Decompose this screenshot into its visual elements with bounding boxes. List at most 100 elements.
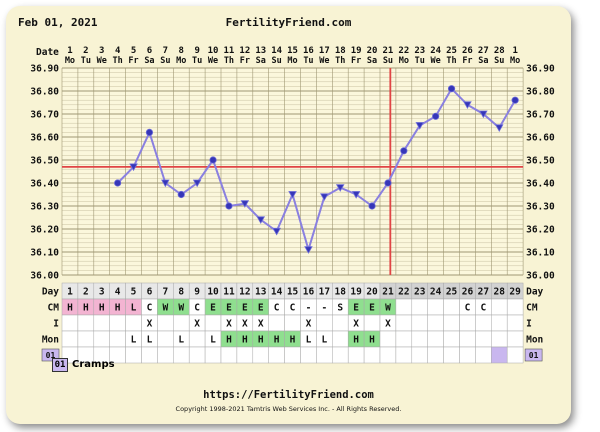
day-cell-text: 2 [83,287,89,298]
date-label: 18 [335,46,346,56]
notes-cell [284,346,301,364]
y-tick-label-right: 36.90 [526,64,555,75]
date-label: 6 [147,46,152,56]
weekday-label: Fr [462,56,472,66]
footer-url: https://FertilityFriend.com [203,389,374,401]
notes-cell [411,346,428,364]
cm-cell-text: C [194,303,200,314]
cm-cell-text: E [242,303,248,314]
mon-cell [157,330,174,348]
mon-cell-text: L [147,335,153,346]
y-tick-label-right: 36.10 [526,248,555,259]
weekday-label: Sa [367,56,377,66]
i-cell-text: X [147,319,153,330]
temperature-point [463,101,472,110]
temperature-point [129,163,138,172]
i-cell [459,314,476,332]
notes-cell [236,346,254,364]
cm-cell-text: W [178,303,184,314]
notes-cell [427,346,444,364]
i-cell-text: X [194,319,200,330]
y-tick-label-right: 36.60 [526,133,555,144]
temperature-point [400,147,408,155]
day-cell-text: 11 [223,287,235,298]
day-cell-text: 25 [446,287,458,298]
mon-cell [506,330,524,348]
weekday-label: Tu [81,56,91,66]
temperature-point [209,156,217,164]
date-row-label: Date [36,47,59,58]
cm-cell-text: C [290,303,296,314]
weekday-label: Mo [65,56,75,66]
mon-cell [188,330,206,348]
cm-cell-text: - [321,303,327,314]
day-cell-text: 27 [478,287,489,298]
day-cell-text: 29 [509,287,521,298]
i-cell-text: X [385,319,391,330]
day-cell-text: 12 [239,287,250,298]
weekday-label: Th [446,56,456,66]
notes-cell [395,346,413,364]
temperature-point [192,179,202,188]
cm-cell-text: C [274,303,280,314]
cm-cell-text: E [369,303,375,314]
day-cell-text: 3 [99,287,105,298]
i-cell-text: X [242,319,248,330]
cm-cell-text: E [258,303,264,314]
notes-cell [347,346,365,364]
weekday-label: Sa [144,56,154,66]
cm-cell [395,298,413,316]
mon-cell-text: H [290,335,296,346]
bbt-chart: 36.00 36.00 36.10 36.10 36.20 36.20 36.30 36.30… [30,46,555,364]
i-cell-text: X [226,319,232,330]
temperature-point [384,179,392,187]
notes-cell [363,346,381,364]
y-tick-label-left: 36.40 [30,179,59,190]
notes-row-label: 01 [46,351,56,360]
date-label: 7 [163,46,168,56]
y-tick-label-left: 36.20 [30,225,59,236]
cm-cell [506,298,524,316]
weekday-label: Fr [351,56,361,66]
weekday-label: Fr [128,56,138,66]
date-label: 14 [271,46,282,56]
i-cell [157,314,174,332]
mon-cell-text: L [178,335,184,346]
cm-cell-text: L [131,303,137,314]
plot-area [62,68,524,275]
notes-cell [332,346,349,364]
date-label: 26 [462,46,473,56]
weekday-label: Tu [303,56,313,66]
cm-row-label-right: CM [526,303,538,314]
i-cell [475,314,492,332]
mon-cell [411,330,428,348]
cm-cell-text: H [83,303,89,314]
notes-row-label-right: 01 [529,351,539,360]
date-label: 9 [194,46,199,56]
i-cell [395,314,413,332]
weekday-label: Mo [176,56,186,66]
date-label: 23 [414,46,425,56]
i-cell [332,314,349,332]
day-cell-text: 8 [178,287,184,298]
weekday-label: We [208,56,218,66]
day-cell-text: 9 [194,287,200,298]
notes-row-label-box-right [524,348,543,362]
temperature-point [320,193,329,202]
site-name: FertilityFriend.com [225,16,352,29]
cm-cell-text: C [465,303,471,314]
mon-cell [459,330,476,348]
temperature-point [511,96,519,104]
mon-cell [61,330,79,348]
i-cell [268,314,285,332]
mon-row-label-right: Mon [526,335,543,346]
notes-cell [125,346,142,364]
i-row-label-right: I [526,319,532,330]
notes-cell [316,346,333,364]
mon-cell-text: L [131,335,137,346]
day-cell-text: 18 [335,287,347,298]
day-row-label: Day [42,287,59,298]
weekday-label: We [431,56,441,66]
i-cell [109,314,126,332]
temperature-point [304,246,313,254]
